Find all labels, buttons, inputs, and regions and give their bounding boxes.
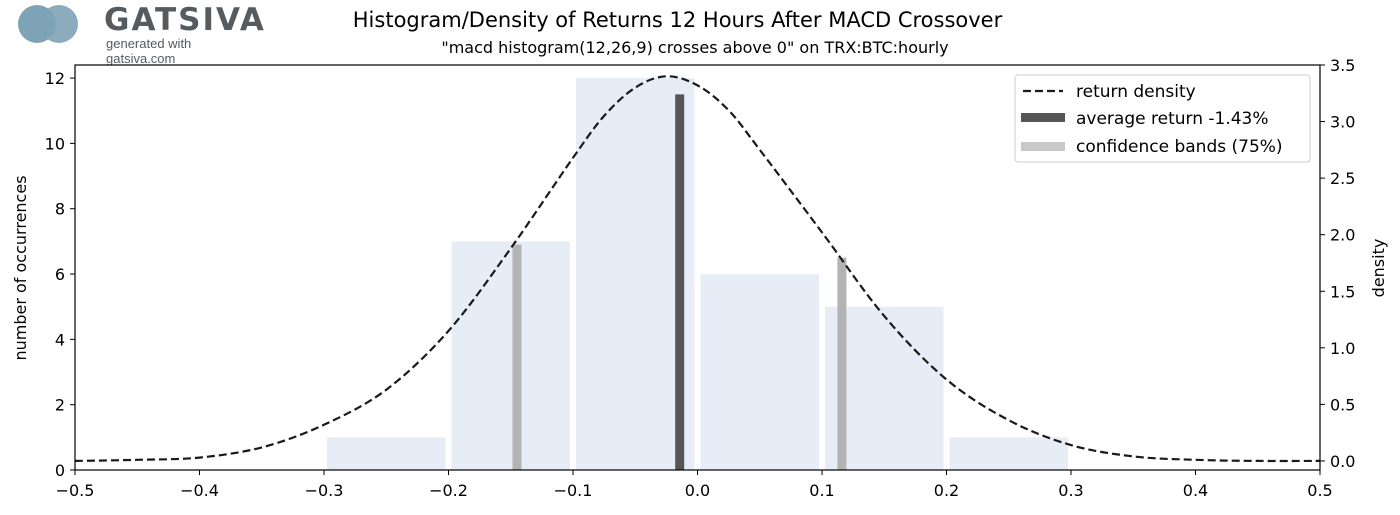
y2-tick-label: 2.0: [1330, 226, 1355, 245]
histogram-bars: [327, 78, 1068, 470]
y-tick-label: 0: [55, 461, 65, 480]
y2-axis-ticks: 0.0 0.5 1.0 1.5 2.0 2.5 3.0 3.5: [1320, 56, 1355, 471]
y2-tick-label: 0.0: [1330, 452, 1355, 471]
average-return-bars: [675, 94, 685, 470]
histogram-bar: [327, 437, 446, 470]
chart-subtitle: "macd histogram(12,26,9) crosses above 0…: [441, 38, 949, 57]
y2-tick-label: 1.5: [1330, 282, 1355, 301]
y-tick-label: 4: [55, 330, 65, 349]
x-tick-label: −0.5: [56, 481, 95, 500]
x-tick-label: −0.2: [429, 481, 468, 500]
legend-average-label: average return -1.43%: [1076, 109, 1269, 129]
logo-circle-right: [40, 5, 78, 43]
y-tick-label: 6: [55, 265, 65, 284]
x-axis-ticks: −0.5 −0.4 −0.3 −0.2 −0.1 0.0 0.1 0.2 0.3 0.4 0.5: [56, 470, 1333, 500]
x-tick-label: −0.4: [180, 481, 219, 500]
density-line: [74, 75, 1321, 463]
logo-name: GATSIVA: [104, 2, 266, 38]
legend: return density average return -1.43% con…: [1014, 74, 1311, 163]
average-return-bar: [675, 94, 685, 470]
y2-tick-label: 3.0: [1330, 113, 1355, 132]
y2-tick-label: 3.5: [1330, 56, 1355, 75]
legend-frame: [1014, 74, 1311, 163]
y-axis-ticks: 0 2 4 6 8 10 12: [45, 69, 75, 480]
y2-tick-label: 2.5: [1330, 169, 1355, 188]
histogram-bar: [700, 274, 819, 470]
logo-tagline: generated with gatsiva.com: [106, 36, 192, 66]
legend-bands-swatch: [1021, 142, 1065, 151]
legend-density-label: return density: [1076, 82, 1196, 102]
chart-title: Histogram/Density of Returns 12 Hours Af…: [352, 8, 1003, 32]
confidence-band-bar: [837, 257, 847, 470]
y-tick-label: 12: [45, 69, 65, 88]
x-tick-label: −0.1: [554, 481, 593, 500]
x-tick-label: 0.5: [1307, 481, 1332, 500]
x-tick-label: 0.1: [809, 481, 834, 500]
y-tick-label: 10: [45, 134, 65, 153]
histogram-bar: [949, 437, 1068, 470]
x-tick-label: −0.3: [305, 481, 344, 500]
y2-tick-label: 1.0: [1330, 339, 1355, 358]
y2-axis-label: density: [1369, 239, 1388, 298]
y-tick-label: 8: [55, 200, 65, 219]
x-tick-label: 0.0: [685, 481, 710, 500]
legend-bands-label: confidence bands (75%): [1076, 137, 1283, 157]
y-axis-label: number of occurrences: [11, 175, 30, 360]
y2-tick-label: 0.5: [1330, 395, 1355, 414]
y-tick-label: 2: [55, 396, 65, 415]
x-tick-label: 0.2: [934, 481, 959, 500]
histogram-bar: [451, 241, 570, 470]
legend-average-swatch: [1021, 113, 1065, 122]
gatsiva-logo: GATSIVA generated with gatsiva.com: [18, 2, 264, 66]
confidence-band-bar: [512, 244, 522, 470]
x-tick-label: 0.3: [1058, 481, 1083, 500]
confidence-band-bars: [512, 244, 847, 470]
histogram-bar: [576, 78, 695, 470]
x-tick-label: 0.4: [1183, 481, 1208, 500]
